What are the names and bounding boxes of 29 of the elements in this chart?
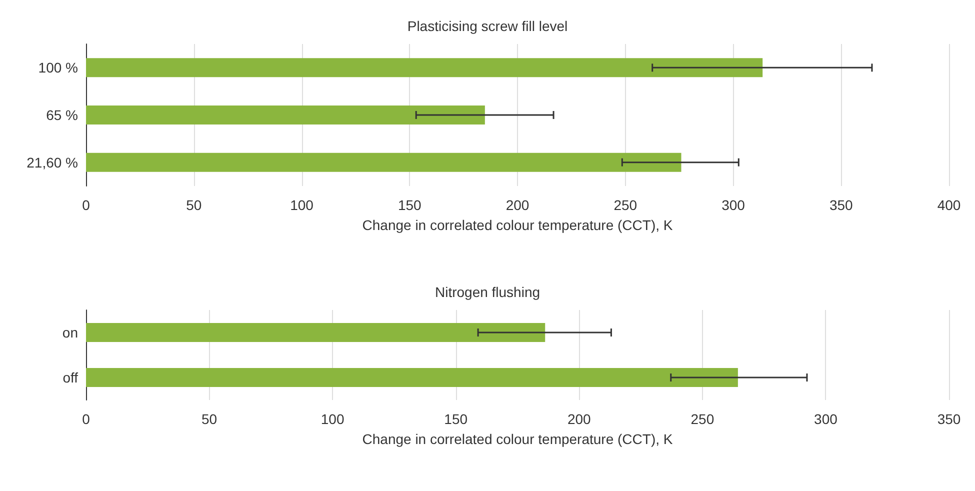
- x-tick-label: 200: [567, 411, 592, 427]
- x-tick-label: 350: [829, 197, 854, 213]
- x-tick-label: 250: [614, 197, 638, 213]
- x-tick-label: 150: [444, 411, 468, 427]
- x-tick-label: 200: [506, 197, 530, 213]
- x-tick-label: 400: [937, 197, 961, 213]
- x-axis-title: Change in correlated colour temperature (CCT), K: [362, 217, 674, 233]
- chart-title: Nitrogen flushing: [434, 284, 540, 300]
- y-tick-label: 21,60 %: [26, 154, 78, 170]
- x-tick-label: 150: [398, 197, 422, 213]
- x-axis-title: Change in correlated colour temperature (CCT), K: [362, 431, 674, 447]
- x-tick-label: 250: [690, 411, 714, 427]
- chart-title: Plasticising screw fill level: [407, 18, 568, 34]
- y-tick-label: 100 %: [38, 60, 78, 76]
- bar: [86, 58, 763, 78]
- x-tick-label: 100: [290, 197, 314, 213]
- bar: [86, 152, 682, 172]
- bar: [86, 106, 485, 124]
- x-tick-label: 300: [722, 197, 746, 213]
- x-tick-label: 50: [201, 411, 218, 427]
- x-tick-label: 300: [814, 411, 838, 427]
- y-tick-label: 65 %: [46, 107, 78, 123]
- x-tick-label: 0: [82, 411, 90, 427]
- x-tick-label: 0: [82, 197, 90, 213]
- x-tick-label: 350: [937, 411, 961, 427]
- y-tick-label: off: [62, 370, 78, 386]
- x-tick-label: 50: [186, 197, 202, 213]
- x-tick-label: 100: [320, 411, 344, 427]
- y-tick-label: on: [62, 324, 78, 340]
